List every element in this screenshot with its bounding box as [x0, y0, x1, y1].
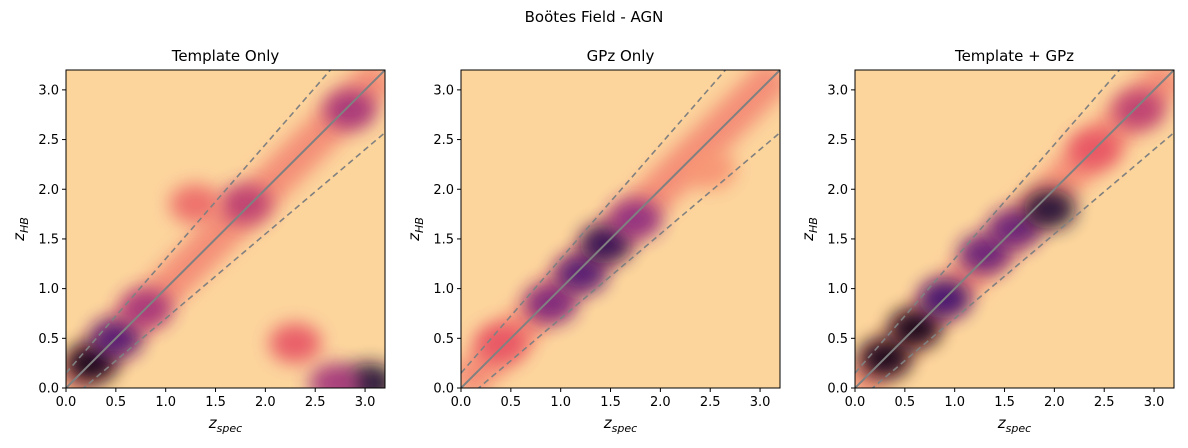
- y-tick-label: 0.0: [433, 382, 454, 397]
- upper-bound-line: [461, 70, 727, 374]
- axes-frame: [854, 69, 1175, 389]
- y-tick-label: 1.5: [433, 232, 454, 247]
- x-tick-label: 2.0: [1044, 395, 1065, 410]
- density-blob: [609, 199, 662, 240]
- y-tick-label: 2.5: [827, 133, 848, 148]
- density-blob: [219, 184, 272, 225]
- x-tick-label: 3.0: [355, 395, 376, 410]
- x-tick-label: 1.0: [944, 395, 965, 410]
- x-tick-label: 3.0: [1144, 395, 1165, 410]
- y-tick-label: 0.5: [433, 332, 454, 347]
- x-axis-label: zspec: [603, 414, 637, 435]
- x-axis-label: zspec: [208, 414, 242, 435]
- x-tick-label: 0.0: [56, 395, 77, 410]
- density-blob: [309, 363, 362, 388]
- y-tick-label: 2.0: [827, 183, 848, 198]
- y-tick-label: 3.0: [827, 83, 848, 98]
- x-tick-label: 2.0: [650, 395, 671, 410]
- y-tick-label: 2.5: [38, 133, 59, 148]
- y-axis-label: zHB: [10, 217, 31, 242]
- axes-title: Template + GPz: [954, 47, 1074, 65]
- y-tick-label: 2.0: [433, 183, 454, 198]
- density-blob: [554, 253, 607, 294]
- x-tick-label: 0.5: [895, 395, 916, 410]
- one-to-one-line: [66, 70, 385, 388]
- y-tick-label: 1.0: [433, 282, 454, 297]
- axes-frame: [65, 69, 386, 389]
- y-tick-label: 0.5: [38, 332, 59, 347]
- x-tick-label: 1.5: [600, 395, 621, 410]
- axes-title: GPz Only: [587, 47, 655, 65]
- y-tick-label: 0.5: [827, 332, 848, 347]
- x-tick-label: 1.0: [155, 395, 176, 410]
- y-tick-label: 1.0: [827, 282, 848, 297]
- panel-3: 0.0 0.5 1.0 1.5 2.0 2.5 3.0 0.0 0.5 1.0 1.5 2.0 2.5 3…: [799, 47, 1175, 435]
- y-axis-label: zHB: [405, 217, 426, 242]
- density-blob: [684, 149, 737, 190]
- y-tick-label: 0.0: [827, 382, 848, 397]
- y-tick-label: 3.0: [38, 83, 59, 98]
- x-axis-label: zspec: [997, 414, 1031, 435]
- x-tick-label: 2.5: [305, 395, 326, 410]
- axes-title: Template Only: [171, 47, 280, 65]
- y-axis-label: zHB: [799, 217, 820, 242]
- x-tick-label: 2.5: [700, 395, 721, 410]
- y-tick-label: 2.5: [433, 133, 454, 148]
- upper-bound-line: [66, 70, 332, 374]
- x-tick-label: 1.0: [550, 395, 571, 410]
- density-blob: [169, 184, 222, 225]
- x-tick-label: 0.0: [845, 395, 866, 410]
- figure-suptitle: Boötes Field - AGN: [524, 8, 664, 26]
- density-blob: [1023, 189, 1076, 230]
- x-tick-label: 3.0: [750, 395, 771, 410]
- x-tick-label: 0.5: [106, 395, 127, 410]
- density-blob: [474, 323, 527, 364]
- upper-bound-line: [855, 70, 1121, 374]
- x-tick-label: 0.5: [501, 395, 522, 410]
- y-tick-label: 3.0: [433, 83, 454, 98]
- panel-2: 0.0 0.5 1.0 1.5 2.0 2.5 3.0 0.0 0.5 1.0 1.5 2.0 2.5 3…: [405, 47, 781, 435]
- x-tick-label: 2.5: [1094, 395, 1115, 410]
- y-tick-label: 2.0: [38, 183, 59, 198]
- density-blob: [1113, 89, 1166, 130]
- one-to-one-line: [855, 70, 1174, 388]
- x-tick-label: 1.5: [994, 395, 1015, 410]
- x-tick-label: 1.5: [205, 395, 226, 410]
- panel-1: 0.0 0.5 1.0 1.5 2.0 2.5 3.0 0.0 0.5 1.0 1.5 2.0 2.5 3…: [10, 47, 386, 435]
- density-blob: [324, 89, 377, 130]
- one-to-one-line: [461, 70, 780, 388]
- axes-frame: [460, 69, 781, 389]
- y-tick-label: 0.0: [38, 382, 59, 397]
- y-tick-label: 1.5: [38, 232, 59, 247]
- y-tick-label: 1.5: [827, 232, 848, 247]
- y-tick-label: 1.0: [38, 282, 59, 297]
- x-tick-label: 0.0: [451, 395, 472, 410]
- density-blob: [524, 283, 577, 324]
- x-tick-label: 2.0: [255, 395, 276, 410]
- density-blob: [269, 323, 322, 364]
